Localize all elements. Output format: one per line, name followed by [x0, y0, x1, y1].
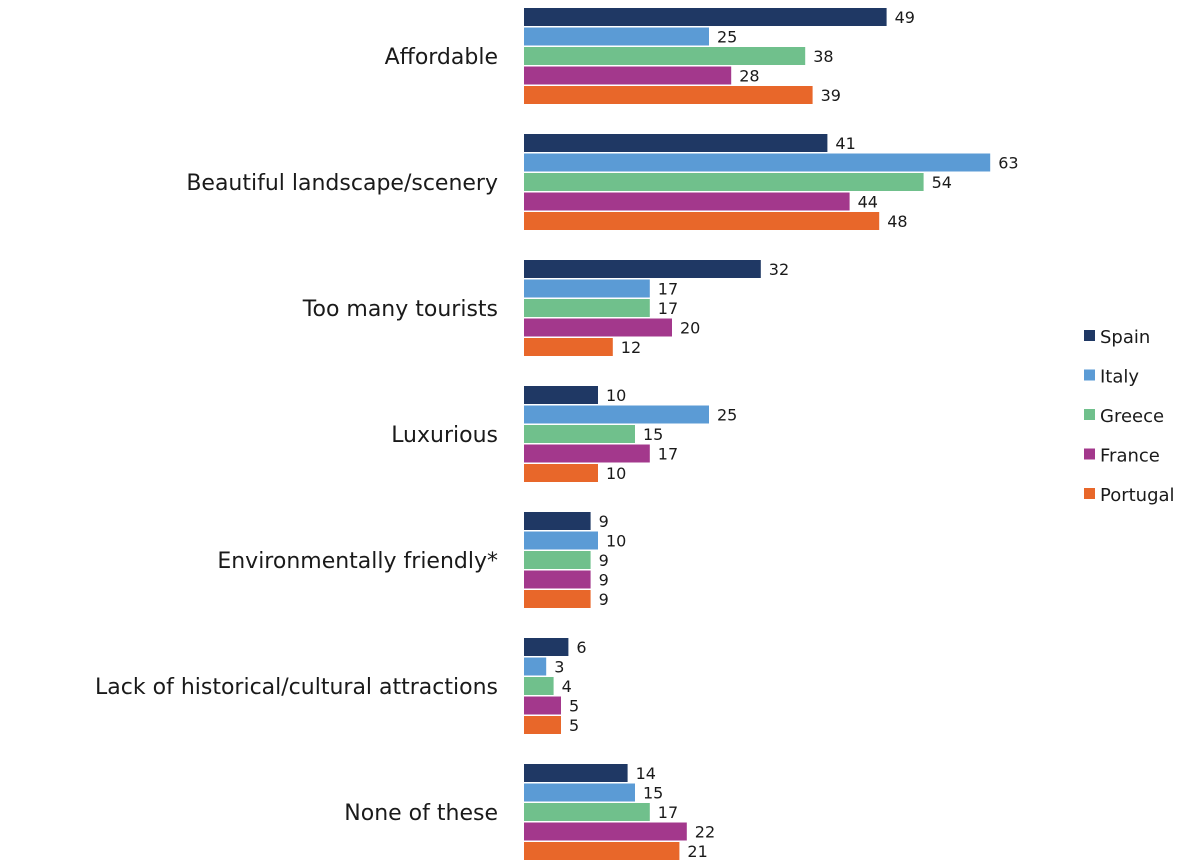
bar-affordable-spain	[524, 8, 887, 26]
value-label-too-many-tourists-portugal: 12	[621, 338, 641, 357]
bar-beautiful-landscape-scenery-france	[524, 192, 850, 211]
value-label-beautiful-landscape-scenery-greece: 54	[932, 173, 952, 192]
value-label-too-many-tourists-italy: 17	[658, 280, 678, 299]
bar-environmentally-friendly-portugal	[524, 590, 591, 608]
legend-label-spain: Spain	[1100, 327, 1150, 348]
legend-swatch-greece	[1084, 409, 1095, 420]
bar-environmentally-friendly-france	[524, 570, 591, 589]
category-label-beautiful-landscape-scenery: Beautiful landscape/scenery	[186, 171, 498, 196]
bar-beautiful-landscape-scenery-spain	[524, 134, 828, 152]
category-label-too-many-tourists: Too many tourists	[302, 297, 498, 322]
value-label-none-of-these-france: 22	[695, 823, 715, 842]
bar-lack-of-historical-cultural-attractions-spain	[524, 638, 569, 656]
value-label-environmentally-friendly-portugal: 9	[599, 590, 609, 609]
bar-none-of-these-france	[524, 822, 687, 841]
bar-luxurious-greece	[524, 425, 635, 443]
value-label-lack-of-historical-cultural-attractions-greece: 4	[562, 677, 572, 696]
value-label-affordable-greece: 38	[813, 47, 833, 66]
bar-luxurious-spain	[524, 386, 598, 404]
category-label-luxurious: Luxurious	[391, 423, 498, 448]
legend-label-greece: Greece	[1100, 406, 1164, 427]
bar-affordable-france	[524, 66, 732, 85]
value-label-lack-of-historical-cultural-attractions-france: 5	[569, 697, 579, 716]
bar-luxurious-france	[524, 444, 650, 463]
bar-too-many-tourists-spain	[524, 260, 761, 278]
bar-beautiful-landscape-scenery-portugal	[524, 212, 880, 230]
bar-luxurious-portugal	[524, 464, 598, 482]
legend-swatch-portugal	[1084, 488, 1095, 499]
bar-none-of-these-greece	[524, 803, 650, 821]
bar-lack-of-historical-cultural-attractions-portugal	[524, 716, 561, 734]
bar-environmentally-friendly-italy	[524, 531, 598, 550]
legend-label-france: France	[1100, 446, 1160, 467]
value-label-none-of-these-greece: 17	[658, 803, 678, 822]
value-label-lack-of-historical-cultural-attractions-spain: 6	[576, 638, 586, 657]
category-label-lack-of-historical-cultural-attractions: Lack of historical/cultural attractions	[95, 675, 498, 700]
value-label-affordable-italy: 25	[717, 28, 737, 47]
bars-layer	[524, 8, 991, 860]
value-label-too-many-tourists-spain: 32	[769, 260, 789, 279]
value-label-luxurious-france: 17	[658, 445, 678, 464]
value-label-environmentally-friendly-italy: 10	[606, 532, 626, 551]
category-label-environmentally-friendly: Environmentally friendly*	[217, 549, 498, 574]
value-label-too-many-tourists-france: 20	[680, 319, 700, 338]
legend: Spain Italy Greece France Portugal	[1084, 327, 1175, 506]
value-label-environmentally-friendly-france: 9	[599, 571, 609, 590]
value-label-beautiful-landscape-scenery-spain: 41	[835, 134, 855, 153]
value-label-affordable-portugal: 39	[821, 86, 841, 105]
bar-too-many-tourists-italy	[524, 279, 650, 298]
bar-none-of-these-spain	[524, 764, 628, 782]
value-label-beautiful-landscape-scenery-portugal: 48	[887, 212, 907, 231]
value-label-luxurious-spain: 10	[606, 386, 626, 405]
value-label-lack-of-historical-cultural-attractions-italy: 3	[554, 658, 564, 677]
bar-environmentally-friendly-spain	[524, 512, 591, 530]
bar-affordable-italy	[524, 27, 709, 46]
legend-swatch-italy	[1084, 369, 1095, 381]
value-label-none-of-these-portugal: 21	[687, 842, 707, 860]
bar-beautiful-landscape-scenery-italy	[524, 153, 991, 172]
value-label-luxurious-portugal: 10	[606, 464, 626, 483]
category-label-affordable: Affordable	[385, 45, 498, 70]
bar-none-of-these-portugal	[524, 842, 680, 860]
value-label-luxurious-greece: 15	[643, 425, 663, 444]
legend-swatch-spain	[1084, 330, 1095, 341]
category-label-none-of-these: None of these	[344, 801, 498, 826]
bar-luxurious-italy	[524, 405, 709, 424]
value-label-environmentally-friendly-greece: 9	[599, 551, 609, 570]
value-label-affordable-france: 28	[739, 67, 759, 86]
value-label-lack-of-historical-cultural-attractions-portugal: 5	[569, 716, 579, 735]
bar-environmentally-friendly-greece	[524, 551, 591, 569]
bar-too-many-tourists-greece	[524, 299, 650, 317]
bar-affordable-greece	[524, 47, 806, 65]
bar-lack-of-historical-cultural-attractions-italy	[524, 657, 547, 676]
legend-swatch-france	[1084, 448, 1095, 460]
legend-label-italy: Italy	[1100, 367, 1139, 388]
value-label-beautiful-landscape-scenery-france: 44	[858, 193, 878, 212]
legend-label-portugal: Portugal	[1100, 485, 1175, 506]
bar-lack-of-historical-cultural-attractions-france	[524, 696, 561, 715]
bar-beautiful-landscape-scenery-greece	[524, 173, 924, 191]
bar-too-many-tourists-france	[524, 318, 672, 337]
value-label-environmentally-friendly-spain: 9	[599, 512, 609, 531]
value-label-luxurious-italy: 25	[717, 406, 737, 425]
value-label-too-many-tourists-greece: 17	[658, 299, 678, 318]
value-label-none-of-these-italy: 15	[643, 784, 663, 803]
value-label-none-of-these-spain: 14	[636, 764, 656, 783]
bar-lack-of-historical-cultural-attractions-greece	[524, 677, 554, 695]
bar-affordable-portugal	[524, 86, 813, 104]
value-label-beautiful-landscape-scenery-italy: 63	[998, 154, 1018, 173]
bar-too-many-tourists-portugal	[524, 338, 613, 356]
value-label-affordable-spain: 49	[895, 8, 915, 27]
bar-none-of-these-italy	[524, 783, 635, 802]
